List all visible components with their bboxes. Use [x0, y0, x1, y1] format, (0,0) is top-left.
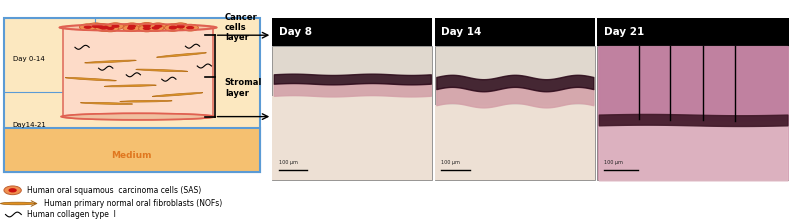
Bar	[63, 28, 213, 117]
Bar	[272, 96, 432, 180]
Text: Day 21: Day 21	[604, 27, 644, 37]
Text: Stromal
layer: Stromal layer	[225, 78, 262, 98]
Ellipse shape	[107, 23, 124, 30]
Bar	[272, 18, 432, 46]
Bar	[4, 18, 260, 172]
Ellipse shape	[139, 25, 155, 32]
Ellipse shape	[1, 202, 36, 205]
Ellipse shape	[107, 27, 114, 30]
Ellipse shape	[80, 24, 96, 31]
Bar	[435, 46, 595, 180]
Text: Human collagen type  I: Human collagen type I	[27, 210, 115, 219]
Ellipse shape	[84, 60, 136, 63]
Text: 100 μm: 100 μm	[604, 160, 623, 165]
Ellipse shape	[128, 25, 136, 28]
Bar	[435, 105, 595, 180]
Ellipse shape	[177, 25, 185, 29]
Ellipse shape	[150, 23, 166, 30]
Bar	[4, 18, 95, 92]
Ellipse shape	[172, 23, 189, 30]
Ellipse shape	[154, 25, 163, 28]
Ellipse shape	[139, 22, 155, 29]
Ellipse shape	[101, 26, 109, 29]
Ellipse shape	[136, 69, 188, 72]
Ellipse shape	[182, 24, 198, 31]
Ellipse shape	[177, 25, 185, 28]
Ellipse shape	[95, 24, 112, 31]
Ellipse shape	[143, 24, 151, 28]
Ellipse shape	[92, 25, 99, 28]
Text: 100 μm: 100 μm	[441, 160, 460, 165]
Ellipse shape	[92, 23, 109, 30]
Ellipse shape	[63, 113, 213, 120]
Text: Day 0-14: Day 0-14	[13, 56, 44, 62]
Ellipse shape	[111, 24, 120, 28]
Ellipse shape	[65, 77, 117, 81]
Ellipse shape	[104, 85, 156, 87]
Ellipse shape	[169, 26, 178, 29]
Text: Human primary normal oral fibroblasts (NOFs): Human primary normal oral fibroblasts (N…	[44, 199, 222, 208]
Ellipse shape	[152, 93, 203, 97]
Bar	[272, 46, 432, 180]
Ellipse shape	[102, 25, 118, 32]
Text: Day 14: Day 14	[441, 27, 481, 37]
Ellipse shape	[186, 26, 194, 29]
Ellipse shape	[97, 24, 114, 31]
Ellipse shape	[127, 26, 135, 30]
Ellipse shape	[172, 23, 189, 30]
Ellipse shape	[88, 23, 104, 30]
Bar	[597, 46, 789, 180]
Text: Human oral squamous  carcinoma cells (SAS): Human oral squamous carcinoma cells (SAS…	[27, 186, 200, 195]
Ellipse shape	[63, 24, 213, 31]
Text: 100 μm: 100 μm	[279, 160, 297, 165]
Ellipse shape	[4, 186, 21, 195]
Ellipse shape	[165, 24, 181, 31]
Text: Day 8: Day 8	[279, 27, 312, 37]
Ellipse shape	[123, 25, 140, 32]
Ellipse shape	[164, 24, 181, 31]
Bar	[435, 18, 595, 46]
Text: Medium: Medium	[111, 151, 152, 160]
Ellipse shape	[148, 24, 164, 31]
Bar	[597, 18, 789, 46]
Text: Cancer
cells
layer: Cancer cells layer	[225, 13, 258, 42]
Text: Day14-21: Day14-21	[13, 122, 47, 128]
Ellipse shape	[143, 27, 151, 30]
Ellipse shape	[151, 26, 159, 30]
Ellipse shape	[96, 25, 104, 29]
Ellipse shape	[120, 100, 172, 102]
Ellipse shape	[9, 188, 17, 192]
Ellipse shape	[124, 23, 140, 30]
Ellipse shape	[156, 53, 207, 57]
Bar	[4, 128, 260, 172]
Ellipse shape	[169, 26, 177, 30]
Ellipse shape	[99, 26, 107, 30]
Ellipse shape	[80, 102, 133, 104]
Ellipse shape	[84, 26, 92, 29]
